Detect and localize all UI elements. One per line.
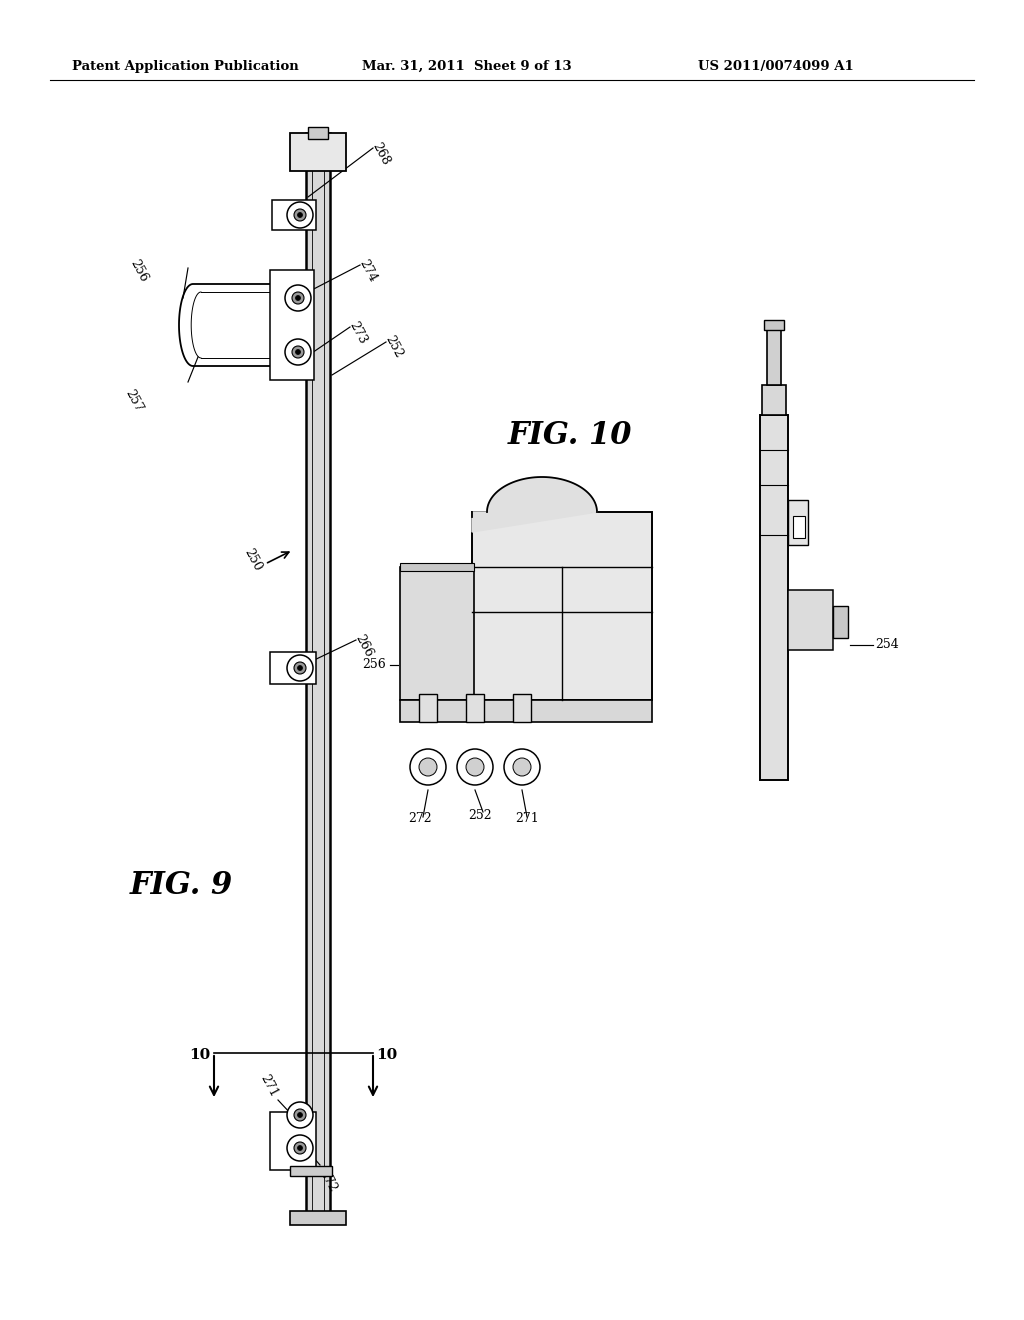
Circle shape: [419, 758, 437, 776]
Circle shape: [292, 292, 304, 304]
Circle shape: [285, 339, 311, 366]
Circle shape: [296, 350, 300, 355]
Circle shape: [287, 1102, 313, 1129]
Polygon shape: [472, 477, 597, 532]
Text: 273: 273: [346, 319, 369, 346]
Text: 10: 10: [189, 1048, 211, 1063]
Circle shape: [285, 285, 311, 312]
Bar: [793, 516, 805, 539]
Text: Mar. 31, 2011  Sheet 9 of 13: Mar. 31, 2011 Sheet 9 of 13: [362, 59, 571, 73]
Circle shape: [504, 748, 540, 785]
Circle shape: [296, 296, 300, 301]
Bar: [270, 1111, 316, 1170]
Text: 256: 256: [362, 659, 386, 672]
Bar: [290, 1210, 346, 1225]
Circle shape: [410, 748, 446, 785]
Text: Patent Application Publication: Patent Application Publication: [72, 59, 299, 73]
Text: 257: 257: [122, 387, 144, 414]
Bar: [400, 564, 474, 572]
Text: 250: 250: [241, 546, 264, 573]
Text: 254: 254: [874, 639, 899, 652]
Circle shape: [457, 748, 493, 785]
Circle shape: [292, 346, 304, 358]
Bar: [272, 201, 316, 230]
Text: 256: 256: [127, 257, 150, 284]
Text: 268: 268: [370, 140, 392, 168]
Text: FIG. 10: FIG. 10: [508, 420, 633, 451]
Bar: [290, 133, 346, 172]
Circle shape: [287, 202, 313, 228]
Bar: [308, 127, 328, 139]
Circle shape: [513, 758, 531, 776]
Circle shape: [294, 1109, 306, 1121]
Text: US 2011/0074099 A1: US 2011/0074099 A1: [698, 59, 854, 73]
Text: 272: 272: [409, 812, 432, 825]
Bar: [764, 319, 784, 330]
Bar: [767, 330, 781, 385]
Text: 274: 274: [356, 257, 379, 284]
Bar: [400, 568, 474, 700]
Circle shape: [298, 213, 302, 218]
Circle shape: [294, 663, 306, 675]
Circle shape: [298, 1113, 302, 1118]
Text: 271: 271: [257, 1072, 280, 1100]
Bar: [472, 512, 652, 700]
Text: 10: 10: [377, 1048, 397, 1063]
Circle shape: [466, 758, 484, 776]
Circle shape: [298, 665, 302, 671]
Circle shape: [287, 655, 313, 681]
Text: 252: 252: [382, 333, 404, 360]
Text: 272: 272: [316, 1167, 339, 1193]
Text: FIG. 9: FIG. 9: [130, 870, 233, 902]
Text: 271: 271: [515, 812, 539, 825]
Bar: [788, 590, 833, 649]
Bar: [290, 1166, 332, 1176]
Bar: [513, 694, 531, 722]
Bar: [400, 700, 652, 722]
Circle shape: [294, 209, 306, 220]
Bar: [762, 385, 786, 414]
Bar: [270, 271, 314, 380]
Text: 252: 252: [468, 809, 492, 822]
Bar: [788, 500, 808, 545]
Bar: [833, 606, 848, 638]
Bar: [466, 694, 484, 722]
Circle shape: [294, 1142, 306, 1154]
Text: 266: 266: [352, 632, 375, 659]
Bar: [270, 652, 316, 684]
Circle shape: [298, 1146, 302, 1151]
Bar: [760, 414, 788, 780]
Bar: [306, 133, 330, 1214]
Circle shape: [287, 1135, 313, 1162]
Bar: [419, 694, 437, 722]
